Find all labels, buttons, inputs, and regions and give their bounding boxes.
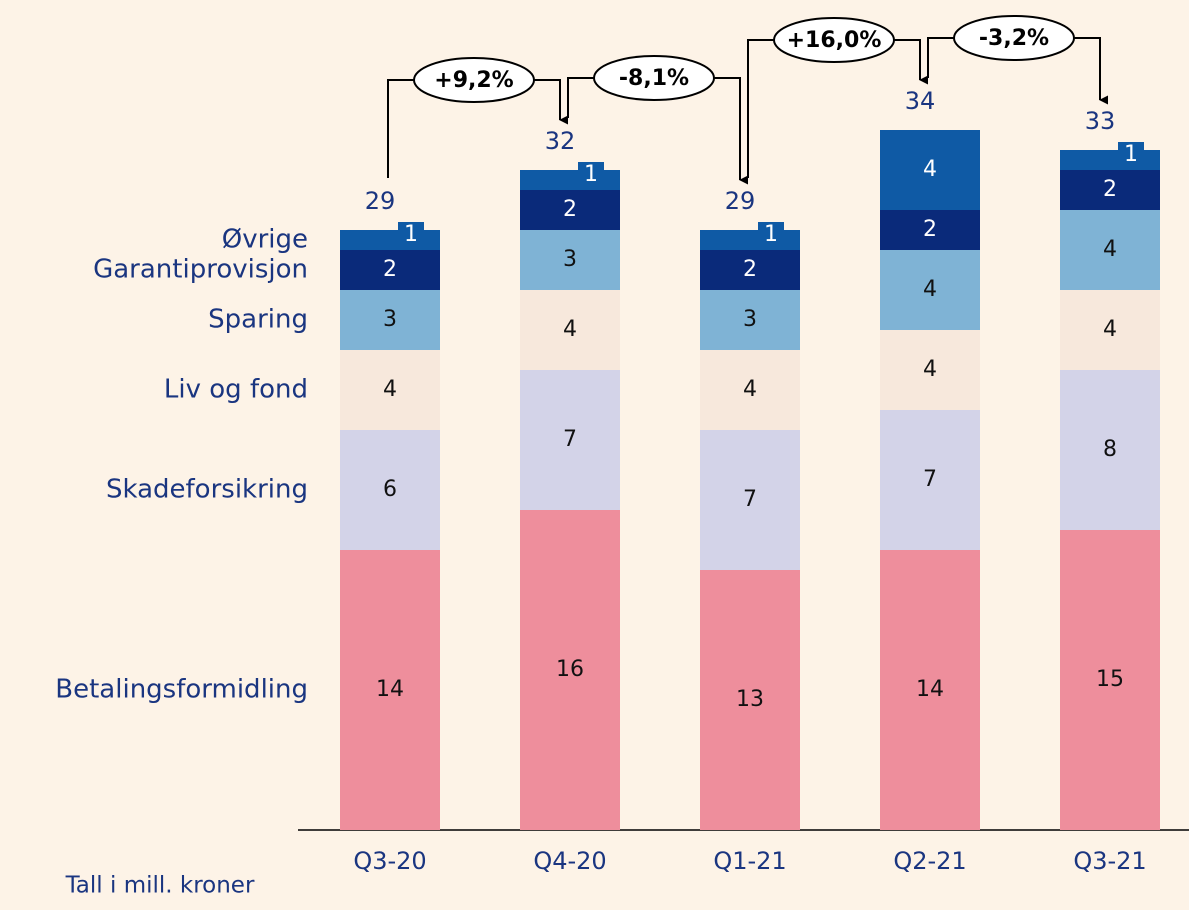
bar-segment	[880, 130, 980, 210]
segment-label: 3	[563, 247, 577, 272]
bar-segment	[340, 550, 440, 830]
total-label: 34	[905, 87, 936, 115]
change-bubble	[773, 17, 895, 63]
change-bubble	[593, 55, 715, 101]
segment-label: 16	[556, 657, 584, 682]
bar-segment	[340, 350, 440, 430]
segment-label: 15	[1096, 667, 1124, 692]
bar-segment	[520, 290, 620, 370]
segment-label: 14	[916, 677, 944, 702]
x-tick-label: Q2-21	[893, 847, 966, 875]
segment-label: 4	[563, 317, 577, 342]
segment-label: 2	[563, 197, 577, 222]
segment-label: 1	[1124, 142, 1138, 167]
segment-label: 2	[383, 257, 397, 282]
segment-label: 4	[1103, 237, 1117, 262]
label-box	[1118, 142, 1144, 168]
bar-segment	[880, 330, 980, 410]
bar-segment	[700, 250, 800, 290]
label-box	[398, 222, 424, 248]
bar-segment	[700, 350, 800, 430]
x-tick-label: Q3-20	[353, 847, 426, 875]
bar-segment	[520, 230, 620, 290]
bar-segment	[700, 570, 800, 830]
segment-label: 4	[923, 357, 937, 382]
segment-label: 7	[923, 467, 937, 492]
change-label: -3,2%	[979, 26, 1049, 51]
legend-label: Øvrige	[222, 225, 308, 255]
bar-segment	[1060, 150, 1160, 170]
segment-label: 7	[563, 427, 577, 452]
label-box	[758, 222, 784, 248]
bar-segment	[880, 250, 980, 330]
segment-label: 4	[923, 157, 937, 182]
bar-segment	[340, 430, 440, 550]
bar-segment	[520, 510, 620, 830]
segment-label: 4	[743, 377, 757, 402]
total-label: 29	[725, 187, 756, 215]
legend-label: Betalingsformidling	[55, 675, 308, 705]
total-label: 29	[365, 187, 396, 215]
change-bubble	[953, 15, 1075, 61]
change-bubble	[413, 57, 535, 103]
segment-label: 2	[923, 217, 937, 242]
bar-segment	[520, 190, 620, 230]
bar-segment	[1060, 370, 1160, 530]
segment-label: 4	[923, 277, 937, 302]
segment-label: 8	[1103, 437, 1117, 462]
legend-label: Sparing	[208, 305, 308, 335]
segment-label: 14	[376, 677, 404, 702]
segment-label: 6	[383, 477, 397, 502]
bar-segment	[340, 230, 440, 250]
segment-label: 2	[743, 257, 757, 282]
bar-segment	[700, 290, 800, 350]
bar-segment	[880, 410, 980, 550]
bar-segment	[1060, 170, 1160, 210]
segment-label: 1	[584, 162, 598, 187]
bar-segment	[1060, 210, 1160, 290]
bar-segment	[1060, 530, 1160, 830]
legend-label: Liv og fond	[164, 375, 308, 405]
total-label: 33	[1085, 107, 1116, 135]
segment-label: 13	[736, 687, 764, 712]
label-box	[578, 162, 604, 188]
bar-segment	[880, 550, 980, 830]
bar-segment	[340, 290, 440, 350]
segment-label: 2	[1103, 177, 1117, 202]
bar-segment	[520, 370, 620, 510]
change-label: -8,1%	[619, 66, 689, 91]
legend-label: Skadeforsikring	[106, 475, 308, 505]
bar-segment	[700, 430, 800, 570]
footnote: Tall i mill. kroner	[65, 873, 255, 899]
x-tick-label: Q1-21	[713, 847, 786, 875]
segment-label: 3	[743, 307, 757, 332]
bar-segment	[700, 230, 800, 250]
total-label: 32	[545, 127, 576, 155]
bar-segment	[520, 170, 620, 190]
x-tick-label: Q4-20	[533, 847, 606, 875]
legend-label: Garantiprovisjon	[93, 255, 308, 285]
segment-label: 4	[1103, 317, 1117, 342]
segment-label: 1	[764, 222, 778, 247]
x-tick-label: Q3-21	[1073, 847, 1146, 875]
change-label: +9,2%	[434, 68, 513, 93]
bar-segment	[340, 250, 440, 290]
bar-segment	[1060, 290, 1160, 370]
bar-segment	[880, 210, 980, 250]
change-label: +16,0%	[787, 28, 882, 53]
segment-label: 7	[743, 487, 757, 512]
segment-label: 4	[383, 377, 397, 402]
segment-label: 3	[383, 307, 397, 332]
segment-label: 1	[404, 222, 418, 247]
